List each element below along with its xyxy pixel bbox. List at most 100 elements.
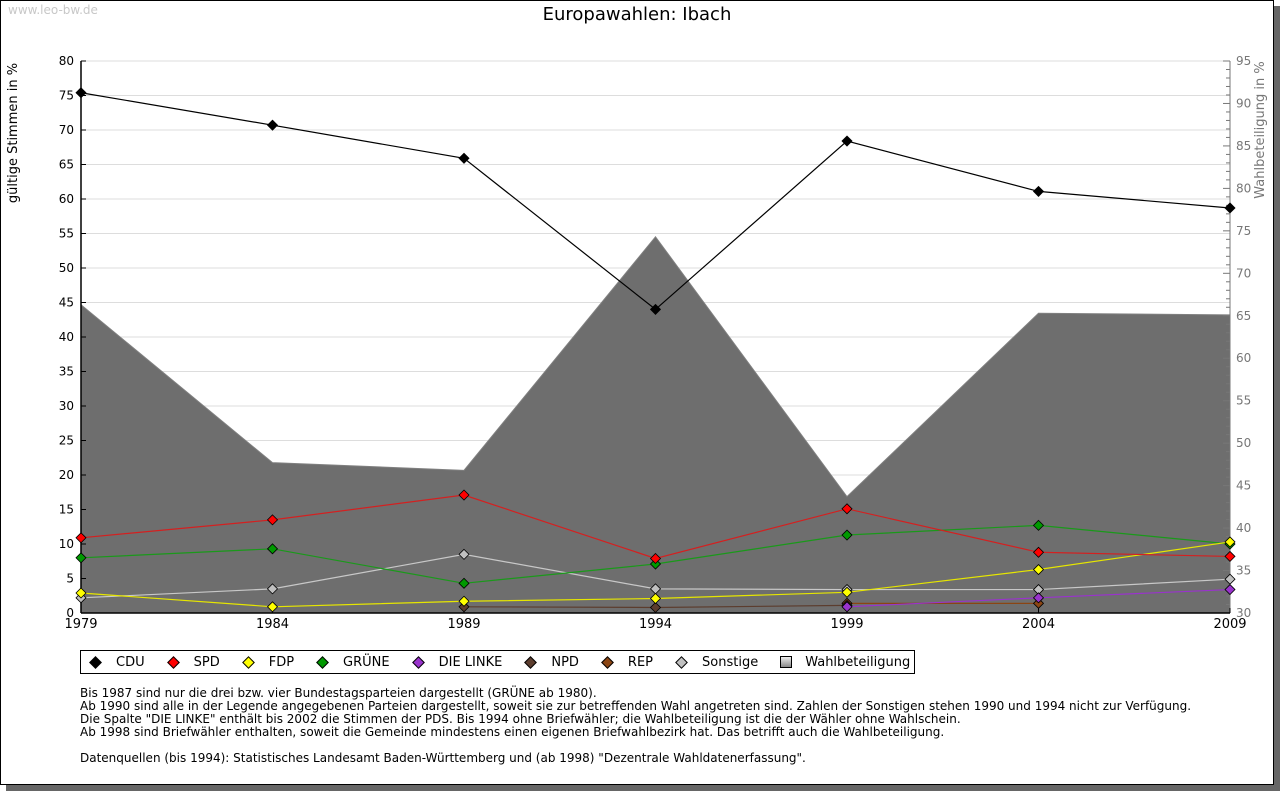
footnote-line: Ab 1990 sind alle in der Legende angegeb… (80, 699, 1192, 713)
marker-spd (649, 552, 662, 565)
turnout-area-outline (80, 235, 1231, 498)
y-tick-label: 5 (66, 572, 74, 586)
marker-sonstige (266, 583, 279, 595)
marker-fdp (841, 586, 853, 598)
y-tick-label: 60 (59, 192, 74, 206)
legend-square-icon (780, 656, 793, 668)
legend-label: GRÜNE (343, 654, 390, 670)
y2-tick-label: 60 (1236, 351, 1251, 365)
y-tick-label: 75 (59, 89, 74, 103)
legend-diamond-icon (166, 655, 180, 669)
y2-tick-label: 75 (1236, 224, 1251, 238)
legend-item: Sonstige (675, 655, 758, 670)
legend-label: DIE LINKE (438, 654, 503, 670)
y-tick-label: 15 (59, 503, 74, 517)
legend-label: CDU (116, 654, 145, 670)
footnote-line: Datenquellen (bis 1994): Statistisches L… (80, 751, 806, 765)
x-tick-label: 1994 (639, 617, 672, 632)
legend-label: SPD (193, 654, 220, 670)
y-axis-label: gültige Stimmen in % (6, 63, 21, 203)
y-tick-label: 80 (59, 54, 74, 68)
axes: 0 5 10 15 20 25 30 35 40 45 50 55 60 65 70 75 80 30 35 40 45… (59, 54, 1252, 632)
turnout-area-fill (81, 236, 1230, 613)
y2-tick-label: 90 (1236, 96, 1251, 110)
marker-gr-ne (1032, 519, 1045, 531)
marker-cdu (649, 303, 662, 315)
marker-npd (649, 601, 662, 614)
footnote-line: Ab 1998 sind Briefwähler enthalten, sowe… (80, 725, 945, 739)
y-tick-label: 30 (59, 399, 74, 413)
marker-gr-ne (266, 543, 279, 555)
marker-fdp (458, 595, 470, 607)
marker-cdu (75, 87, 87, 99)
y-tick-label: 40 (59, 330, 74, 344)
x-tick-label: 2004 (1022, 617, 1055, 632)
legend-diamond-icon (316, 655, 329, 669)
legend-label: Sonstige (702, 654, 759, 670)
y2-tick-label: 50 (1236, 436, 1251, 450)
y2-tick-label: 55 (1236, 394, 1251, 408)
marker-gr-ne (75, 552, 87, 564)
marker-fdp (1224, 536, 1236, 548)
footnotes: Bis 1987 sind nur die drei bzw. vier Bun… (80, 687, 1191, 765)
marker-spd (841, 503, 853, 515)
y-tick-label: 0 (66, 606, 74, 620)
y2-tick-label: 65 (1236, 309, 1251, 323)
legend-item: DIE LINKE (411, 654, 503, 670)
legend: CDU SPD FDP GRÜNE DIE LINKE NPD REP Sonstige Wah… (80, 650, 916, 674)
chart-title: Europawahlen: Ibach (542, 4, 732, 25)
marker-spd (266, 514, 279, 526)
marker-cdu (266, 119, 279, 131)
marker-fdp (75, 587, 87, 599)
series-markers (75, 87, 1236, 614)
y-tick-label: 25 (59, 434, 74, 448)
chart-svg: 0 5 10 15 20 25 30 35 40 45 50 55 60 65 70 75 80 30 35 40 45… (6, 54, 1268, 632)
legend-item: SPD (166, 654, 220, 670)
y-tick-label: 45 (59, 296, 74, 310)
marker-cdu (458, 152, 470, 164)
legend-label: Wahlbeteiligung (805, 654, 911, 670)
legend-label: FDP (268, 654, 295, 670)
legend-item: Wahlbeteiligung (780, 655, 910, 670)
legend-diamond-icon (411, 655, 425, 669)
marker-gr-ne (458, 577, 470, 589)
marker-fdp (649, 592, 662, 605)
y2-tick-label: 35 (1236, 564, 1251, 578)
marker-cdu (841, 135, 853, 147)
legend-label: NPD (551, 654, 579, 670)
y-tick-label: 10 (59, 537, 74, 551)
marker-sonstige (458, 548, 470, 560)
marker-spd (1032, 546, 1045, 558)
y2-tick-label: 85 (1236, 139, 1251, 153)
legend-diamond-icon (241, 655, 255, 669)
marker-spd (75, 532, 87, 544)
x-tick-label: 1979 (64, 617, 97, 632)
y2-tick-label: 30 (1236, 606, 1251, 620)
footnote-line: Die Spalte "DIE LINKE" enthält bis 2002 … (80, 712, 961, 726)
watermark: www.leo-bw.de (8, 3, 98, 17)
y-tick-label: 50 (59, 261, 74, 275)
legend-item: CDU (89, 655, 145, 670)
legend-item: GRÜNE (316, 655, 390, 670)
legend-diamond-icon (675, 655, 688, 669)
y2-tick-label: 80 (1236, 181, 1251, 195)
y2-tick-label: 70 (1236, 266, 1251, 280)
x-tick-label: 2009 (1213, 617, 1246, 632)
marker-cdu (1032, 185, 1045, 197)
legend-diamond-icon (89, 655, 102, 669)
y2-axis-label: Wahlbeteiligung in % (1253, 61, 1268, 198)
y-tick-label: 70 (59, 123, 74, 137)
marker-fdp (1032, 563, 1045, 576)
legend-item: NPD (524, 655, 579, 670)
marker-spd (458, 489, 470, 501)
legend-diamond-icon (524, 655, 538, 669)
y2-tick-label: 40 (1236, 521, 1251, 535)
marker-spd (1224, 550, 1236, 562)
marker-gr-ne (841, 529, 853, 541)
marker-die-linke (1032, 592, 1045, 604)
marker-cdu (1224, 202, 1236, 214)
marker-die-linke (841, 601, 853, 613)
marker-die-linke (1224, 583, 1236, 596)
y-tick-label: 65 (59, 158, 74, 172)
x-tick-label: 1984 (256, 617, 289, 632)
